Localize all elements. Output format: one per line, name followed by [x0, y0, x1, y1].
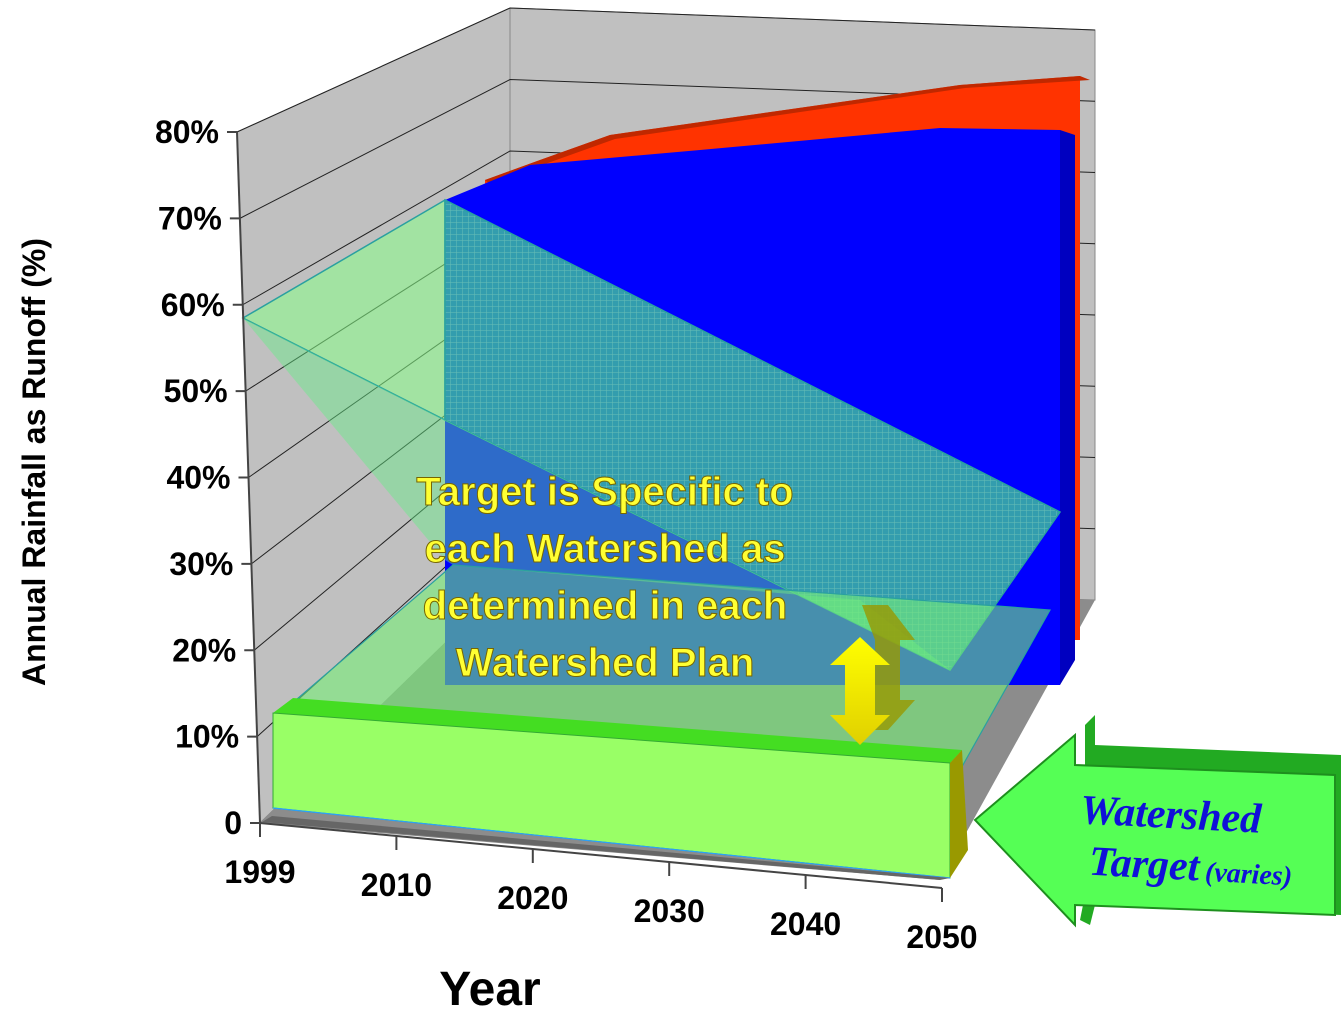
target-arrow-line-2: Target (varies)	[1088, 839, 1294, 896]
target-arrow-line-1: Watershed	[1079, 787, 1263, 842]
gridline	[236, 7, 1096, 133]
target-box-top	[273, 698, 962, 763]
x-tick-label: 2020	[497, 880, 568, 916]
y-tick-label: 0	[224, 805, 242, 841]
x-tick-label: 2050	[906, 919, 977, 955]
double-arrow-icon	[830, 605, 915, 745]
callout-line-2: each Watershed as	[425, 527, 786, 571]
target-box-side	[950, 750, 968, 878]
target-varies-note: (varies)	[1204, 857, 1293, 893]
callout-line-4: Watershed Plan	[456, 641, 755, 685]
y-tick-label: 60%	[161, 287, 225, 323]
callout-line-1: Target is Specific to	[416, 470, 793, 514]
x-axis-title: Year	[439, 963, 540, 1015]
axis-baseline	[262, 816, 950, 880]
y-axis-title: Annual Rainfall as Runoff (%)	[16, 238, 52, 686]
y-tick-label: 80%	[155, 114, 219, 150]
center-callout: Target is Specific to each Watershed as …	[416, 470, 794, 686]
watershed-target-arrow-icon: Watershed Target (varies)	[973, 715, 1341, 928]
x-tick-label: 2030	[634, 893, 705, 929]
callout-line-3: determined in each	[423, 584, 788, 628]
x-tick-label: 2010	[361, 867, 432, 903]
y-axis-ticks: 0 10% 20% 30% 40% 50% 60% 70% 80%	[155, 114, 260, 841]
x-tick-label: 1999	[224, 854, 295, 890]
x-tick-label: 2040	[770, 906, 841, 942]
y-tick-label: 70%	[158, 200, 222, 236]
y-tick-label: 20%	[172, 632, 236, 668]
x-axis-ticks: 1999 2010 2020 2030 2040 2050	[224, 823, 978, 955]
y-tick-label: 50%	[164, 373, 228, 409]
y-tick-label: 30%	[169, 546, 233, 582]
target-box-edge	[272, 807, 951, 879]
target-word: Target	[1088, 839, 1202, 891]
x-axis-line	[259, 822, 943, 889]
series-blue-side	[1060, 130, 1075, 685]
y-tick-label: 40%	[166, 460, 230, 496]
y-tick-label: 10%	[175, 719, 239, 755]
